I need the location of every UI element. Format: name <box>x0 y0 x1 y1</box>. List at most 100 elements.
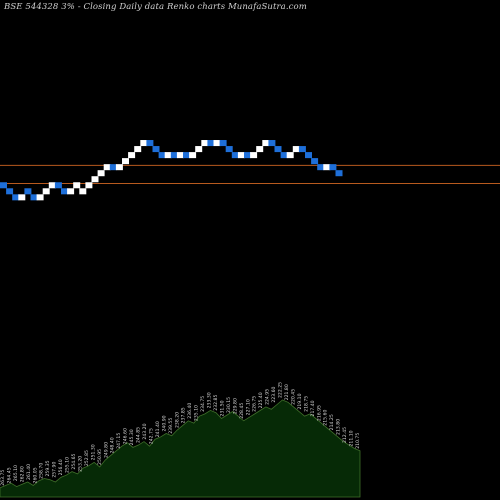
renko-brick <box>0 182 7 189</box>
renko-brick <box>103 164 111 171</box>
volume-area <box>0 399 361 498</box>
price-label: 264.45 <box>6 467 12 483</box>
renko-brick <box>152 146 160 153</box>
price-label: 244.85 <box>136 427 142 443</box>
price-label: 220.45 <box>290 389 296 405</box>
renko-brick <box>140 140 148 147</box>
price-label: 231.50 <box>219 400 225 416</box>
price-label: 212.45 <box>342 427 348 443</box>
price-label: 226.75 <box>252 396 258 412</box>
price-label: 262.80 <box>19 466 25 482</box>
renko-brick <box>85 182 93 189</box>
renko-brick <box>176 152 184 159</box>
price-label: 256.40 <box>58 459 64 475</box>
renko-brick <box>305 152 312 159</box>
renko-brick <box>250 152 258 159</box>
renko-brick <box>42 188 50 195</box>
price-label: 227.10 <box>245 399 251 415</box>
price-label: 222.25 <box>278 382 284 398</box>
price-label: 237.85 <box>181 407 187 423</box>
renko-brick <box>323 164 331 171</box>
price-label: 213.80 <box>336 419 342 435</box>
renko-bricks <box>0 140 343 201</box>
renko-brick <box>164 152 172 159</box>
price-label: 243.20 <box>142 423 148 439</box>
price-label: 263.75 <box>0 470 6 486</box>
price-label: 252.85 <box>84 450 90 466</box>
renko-brick <box>256 146 264 153</box>
renko-brick <box>115 164 123 171</box>
price-label: 239.55 <box>168 418 174 434</box>
renko-brick <box>311 158 319 165</box>
price-label: 259.35 <box>45 460 51 476</box>
price-label: 218.75 <box>303 396 309 412</box>
renko-brick <box>317 164 325 171</box>
price-label: 214.25 <box>329 414 335 430</box>
renko-brick <box>183 152 190 159</box>
price-label: 250.95 <box>97 449 103 465</box>
renko-brick <box>274 146 282 153</box>
renko-brick <box>122 158 129 165</box>
renko-brick <box>24 188 32 195</box>
price-label: 224.95 <box>265 389 271 405</box>
renko-brick <box>231 152 239 159</box>
price-label: 245.30 <box>129 429 135 445</box>
renko-brick <box>280 152 288 159</box>
renko-brick <box>91 176 99 183</box>
price-label: 265.10 <box>13 465 19 481</box>
renko-brick <box>170 152 178 159</box>
price-label: 236.40 <box>187 403 193 419</box>
price-label: 253.20 <box>77 456 83 472</box>
price-label: 235.10 <box>194 405 200 421</box>
renko-brick <box>219 140 227 147</box>
renko-brick <box>329 164 337 171</box>
price-label: 230.15 <box>226 397 232 413</box>
price-label: 216.95 <box>316 405 322 421</box>
price-label: 219.10 <box>297 393 303 409</box>
price-label: 223.60 <box>271 386 277 402</box>
volume-area-path <box>0 399 361 498</box>
price-label: 234.75 <box>200 396 206 412</box>
price-label: 238.20 <box>174 412 180 428</box>
renko-brick <box>286 152 294 159</box>
reference-lines <box>0 164 500 184</box>
renko-brick <box>335 170 343 177</box>
price-label: 254.65 <box>71 453 77 469</box>
price-label: 251.30 <box>90 444 96 460</box>
price-label: 225.40 <box>258 392 264 408</box>
price-label: 215.60 <box>323 410 329 426</box>
price-label: 260.05 <box>32 467 38 483</box>
renko-brick <box>97 170 105 177</box>
renko-brick <box>237 152 245 159</box>
price-label: 217.40 <box>310 400 316 416</box>
price-label: 261.40 <box>26 464 32 480</box>
renko-brick <box>134 146 142 153</box>
price-label: 229.80 <box>232 398 238 414</box>
renko-brick <box>54 182 62 189</box>
price-label: 210.75 <box>355 433 361 449</box>
renko-brick <box>268 140 276 147</box>
price-label: 240.90 <box>161 415 167 431</box>
price-label: 248.40 <box>110 437 116 453</box>
renko-brick <box>128 152 136 159</box>
price-label: 255.10 <box>65 457 71 473</box>
renko-brick <box>262 140 270 147</box>
price-label: 221.80 <box>284 384 290 400</box>
renko-brick <box>109 164 117 171</box>
renko-brick <box>292 146 300 153</box>
renko-brick <box>67 188 75 195</box>
renko-brick <box>61 188 68 195</box>
price-label: 258.70 <box>39 463 45 479</box>
renko-brick <box>189 152 197 159</box>
renko-brick <box>79 188 87 195</box>
renko-brick <box>298 146 306 153</box>
price-label: 247.15 <box>116 433 122 449</box>
price-label: 241.40 <box>155 421 161 437</box>
renko-brick <box>195 146 203 153</box>
renko-brick <box>36 194 44 201</box>
chart-title: BSE 544328 3% - Closing Daily data Renko… <box>4 2 307 12</box>
price-label: 233.30 <box>207 392 213 408</box>
renko-brick <box>225 146 233 153</box>
renko-brick <box>18 194 26 201</box>
